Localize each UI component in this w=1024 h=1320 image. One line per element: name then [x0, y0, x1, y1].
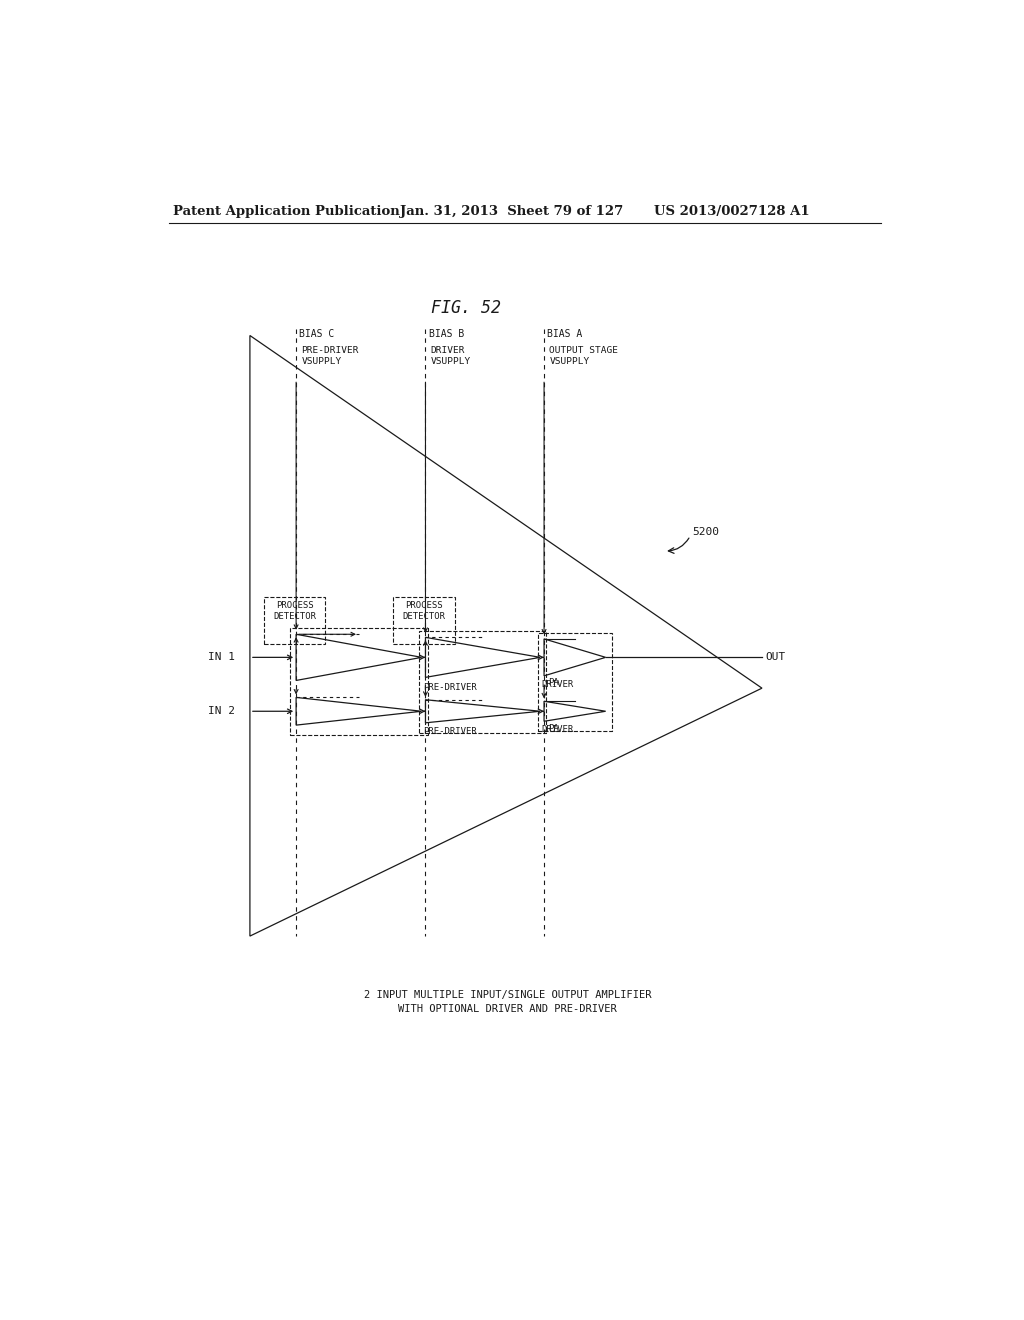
- Text: US 2013/0027128 A1: US 2013/0027128 A1: [654, 205, 810, 218]
- Text: Patent Application Publication: Patent Application Publication: [173, 205, 399, 218]
- Text: BIAS C: BIAS C: [299, 330, 335, 339]
- Text: PRE-DRIVER: PRE-DRIVER: [423, 727, 477, 737]
- Text: DRIVER: DRIVER: [542, 725, 574, 734]
- Text: 2 INPUT MULTIPLE INPUT/SINGLE OUTPUT AMPLIFIER
WITH OPTIONAL DRIVER AND PRE-DRIV: 2 INPUT MULTIPLE INPUT/SINGLE OUTPUT AMP…: [365, 990, 651, 1014]
- Text: IN 2: IN 2: [208, 706, 234, 717]
- Text: 5200: 5200: [692, 527, 720, 537]
- Text: PA: PA: [548, 678, 559, 688]
- Text: BIAS A: BIAS A: [547, 330, 583, 339]
- Text: Jan. 31, 2013  Sheet 79 of 127: Jan. 31, 2013 Sheet 79 of 127: [400, 205, 624, 218]
- Text: PRE-DRIVER: PRE-DRIVER: [423, 682, 477, 692]
- Text: DRIVER: DRIVER: [542, 680, 574, 689]
- Text: OUTPUT STAGE
VSUPPLY: OUTPUT STAGE VSUPPLY: [550, 346, 618, 366]
- Text: OUT: OUT: [766, 652, 786, 663]
- FancyBboxPatch shape: [264, 598, 326, 644]
- Text: PROCESS
DETECTOR: PROCESS DETECTOR: [402, 601, 445, 622]
- Text: PA: PA: [548, 723, 559, 733]
- Text: IN 1: IN 1: [208, 652, 234, 663]
- Text: BIAS B: BIAS B: [429, 330, 464, 339]
- Text: FIG. 52: FIG. 52: [431, 300, 501, 317]
- FancyBboxPatch shape: [393, 598, 455, 644]
- Text: PROCESS
DETECTOR: PROCESS DETECTOR: [273, 601, 316, 622]
- Text: PRE-DRIVER
VSUPPLY: PRE-DRIVER VSUPPLY: [301, 346, 359, 366]
- Text: DRIVER
VSUPPLY: DRIVER VSUPPLY: [431, 346, 471, 366]
